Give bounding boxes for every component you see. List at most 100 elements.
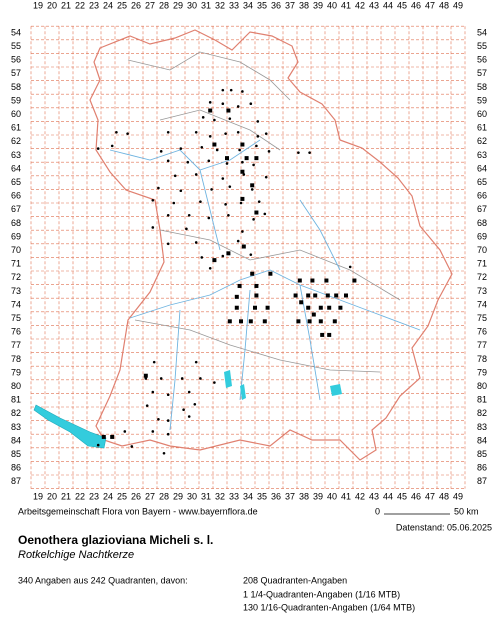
x-tick-label: 41	[341, 0, 351, 10]
x-tick-label: 27	[145, 491, 155, 501]
x-tick-label: 39	[313, 0, 323, 10]
y-tick-label: 68	[11, 218, 21, 228]
record-dot	[200, 145, 204, 149]
y-tick-label: 55	[11, 41, 21, 51]
record-dot	[221, 102, 225, 106]
record-dot	[256, 120, 260, 123]
record-dot	[162, 451, 166, 455]
y-tick-label: 80	[477, 381, 487, 391]
y-tick-label: 63	[477, 150, 487, 160]
record-dot	[179, 147, 183, 150]
record-dot	[241, 230, 244, 233]
record-square	[334, 293, 339, 298]
record-dot	[228, 185, 232, 188]
record-dot	[257, 200, 261, 203]
y-tick-label: 81	[477, 395, 487, 405]
y-tick-label: 82	[11, 408, 21, 418]
record-dot	[152, 360, 156, 364]
record-dot	[185, 227, 188, 231]
y-tick-label: 54	[11, 27, 21, 37]
y-tick-label: 84	[11, 435, 21, 445]
x-tick-label: 30	[187, 0, 197, 10]
record-dot	[187, 415, 191, 418]
x-tick-label: 47	[425, 491, 435, 501]
record-dot	[96, 443, 100, 447]
x-tick-label: 25	[117, 0, 127, 10]
record-dot	[194, 130, 198, 134]
record-square	[225, 156, 229, 161]
record-dot	[242, 173, 246, 176]
y-tick-label: 79	[477, 367, 487, 377]
record-square	[320, 332, 325, 337]
record-dot	[200, 256, 204, 259]
record-square	[324, 278, 329, 283]
y-tick-label: 58	[11, 82, 21, 92]
record-dot	[208, 266, 212, 270]
record-square	[310, 278, 315, 283]
lake-bodensee	[33, 404, 107, 449]
record-dot	[236, 130, 240, 134]
record-square	[226, 108, 231, 113]
points	[96, 88, 357, 455]
record-square	[244, 156, 249, 161]
y-tick-label: 76	[477, 327, 487, 337]
record-square	[101, 434, 106, 439]
x-tick-label: 43	[369, 491, 379, 501]
y-tick-label: 70	[11, 245, 21, 255]
record-square	[237, 283, 242, 288]
record-dot	[166, 432, 170, 436]
y-tick-label: 83	[477, 422, 487, 432]
record-square	[327, 332, 332, 337]
record-dot	[159, 377, 163, 380]
record-dot	[173, 174, 177, 178]
record-square	[239, 319, 243, 324]
y-tick-label: 71	[477, 259, 487, 269]
record-dot	[151, 226, 155, 229]
record-dot	[126, 132, 129, 135]
x-tick-label: 21	[61, 0, 71, 10]
record-square	[240, 142, 245, 147]
record-square	[212, 142, 217, 147]
x-tick-label: 49	[453, 491, 463, 501]
record-square	[327, 305, 332, 310]
record-dot	[193, 402, 197, 406]
y-tick-label: 67	[477, 204, 487, 214]
record-dot	[225, 162, 229, 165]
x-tick-label: 47	[425, 0, 435, 10]
record-square	[262, 319, 267, 324]
record-square	[352, 278, 357, 283]
x-tick-label: 48	[439, 491, 449, 501]
record-square	[299, 300, 304, 305]
record-dot	[201, 116, 205, 119]
record-square	[296, 319, 301, 324]
y-tick-label: 78	[477, 354, 487, 364]
y-tick-label: 86	[11, 463, 21, 473]
record-square	[297, 278, 302, 283]
y-tick-label: 73	[477, 286, 487, 296]
record-dot	[297, 151, 300, 154]
record-square	[250, 271, 255, 276]
x-tick-label: 38	[299, 0, 309, 10]
record-dot	[256, 135, 260, 138]
record-dot	[210, 188, 213, 191]
y-tick-label: 85	[11, 449, 21, 459]
record-square	[254, 283, 259, 288]
y-tick-label: 87	[11, 476, 21, 486]
y-tick-label: 68	[477, 218, 487, 228]
y-tick-label: 61	[11, 123, 21, 133]
record-dot	[252, 218, 255, 221]
y-tick-label: 70	[477, 245, 487, 255]
district-borders	[127, 51, 401, 373]
y-tick-label: 54	[477, 27, 487, 37]
x-tick-label: 40	[327, 0, 337, 10]
record-dot	[221, 177, 225, 180]
y-tick-label: 61	[477, 123, 487, 133]
record-dot	[239, 201, 243, 205]
y-tick-label: 75	[477, 313, 487, 323]
record-dot	[157, 186, 160, 190]
x-tick-label: 45	[397, 0, 407, 10]
record-dot	[208, 135, 212, 138]
record-dot	[264, 175, 268, 179]
y-tick-label: 77	[11, 340, 21, 350]
y-tick-label: 56	[477, 55, 487, 65]
